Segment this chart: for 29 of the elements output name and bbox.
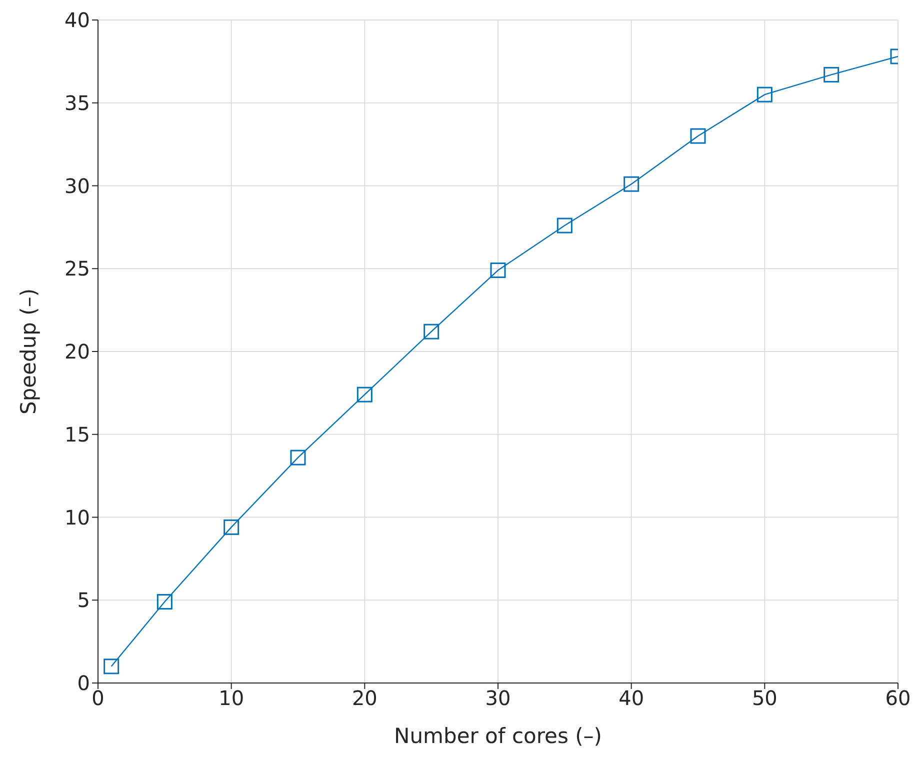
x-tick-label: 20	[352, 686, 378, 710]
y-tick-label: 10	[64, 505, 90, 530]
point	[690, 128, 706, 144]
point	[104, 658, 120, 674]
y-tick-label: 35	[64, 90, 90, 115]
x-tick-label: 40	[618, 686, 644, 710]
y-tick-label: 40	[64, 8, 90, 32]
point	[556, 218, 572, 234]
point	[490, 262, 506, 278]
point	[224, 519, 240, 535]
x-axis-title: Number of cores (–)	[394, 724, 602, 748]
point	[824, 66, 840, 82]
point	[756, 86, 772, 102]
point	[356, 386, 372, 402]
y-tick-label: 25	[64, 256, 90, 281]
y-axis-title: Speedup (–)	[16, 288, 40, 415]
y-tick-label: 15	[64, 422, 90, 446]
point	[290, 450, 306, 466]
point	[424, 324, 440, 340]
y-tick-label: 30	[64, 174, 90, 198]
x-tick-label: 50	[752, 686, 778, 710]
y-tick-label: 5	[77, 588, 90, 612]
y-tick-label: 0	[77, 671, 90, 696]
point	[624, 176, 640, 192]
x-tick-label: 10	[218, 686, 244, 710]
point	[156, 594, 172, 610]
x-tick-label: 60	[885, 686, 911, 710]
y-tick-label: 20	[64, 340, 90, 364]
x-tick-label: 30	[485, 686, 511, 710]
